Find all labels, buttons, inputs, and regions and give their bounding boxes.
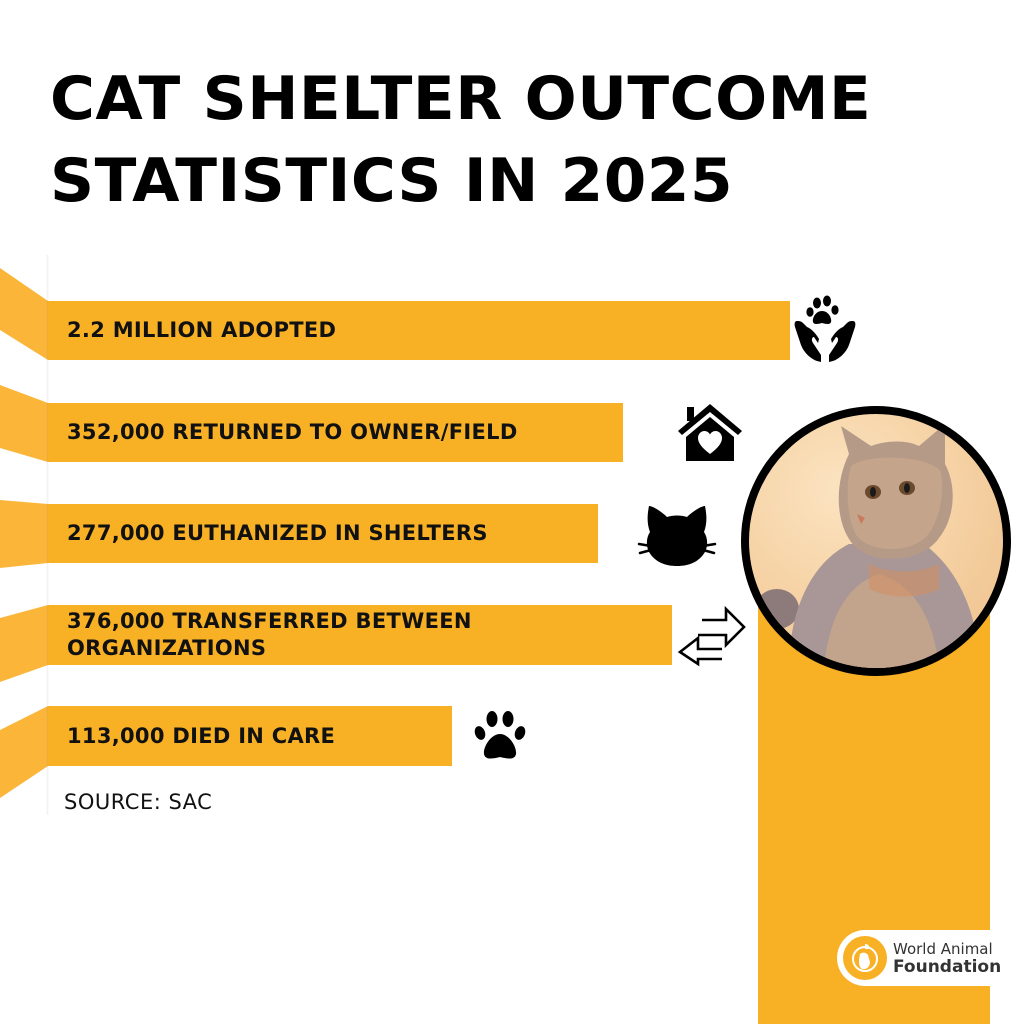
source-note: SOURCE: SAC — [64, 790, 213, 814]
cat-illustration — [755, 424, 979, 668]
world-animal-foundation-logo[interactable]: World Animal Foundation — [837, 930, 1005, 986]
bar-transferred: 376,000 TRANSFERRED BETWEEN ORGANIZATION… — [48, 605, 672, 665]
house-heart-icon — [678, 404, 742, 461]
bar-label: 352,000 RETURNED TO OWNER/FIELD — [67, 420, 518, 444]
logo-line-1: World Animal — [893, 940, 993, 958]
ribbon-tail-5 — [0, 706, 48, 798]
title-line-1: CAT SHELTER OUTCOME — [50, 64, 872, 134]
ribbon-tail-1 — [0, 268, 48, 360]
bar-label: 2.2 MILLION ADOPTED — [67, 318, 337, 342]
paw-print-icon — [474, 711, 526, 759]
ribbon-tail-3 — [0, 500, 48, 568]
bar-label: 113,000 DIED IN CARE — [67, 723, 336, 748]
ribbon-tail-4 — [0, 605, 48, 682]
animal-silhouette-icon — [843, 936, 887, 980]
cat-face-icon — [637, 506, 717, 566]
bar-died: 113,000 DIED IN CARE — [48, 706, 452, 766]
bar-label: 376,000 TRANSFERRED BETWEEN ORGANIZATION… — [67, 609, 472, 660]
fold-shadow — [46, 255, 49, 815]
page-title: CAT SHELTER OUTCOME STATISTICS IN 2025 — [50, 58, 871, 222]
bar-returned: 352,000 RETURNED TO OWNER/FIELD — [48, 403, 623, 462]
title-line-2: STATISTICS IN 2025 — [50, 146, 734, 216]
bar-adopted: 2.2 MILLION ADOPTED — [48, 301, 790, 360]
transfer-arrows-icon — [677, 605, 746, 667]
paw-in-hands-icon — [794, 295, 856, 362]
bar-label: 277,000 EUTHANIZED IN SHELTERS — [67, 521, 488, 545]
logo-line-2: Foundation — [893, 957, 1002, 977]
cat-photo — [741, 406, 1011, 676]
ribbon-tail-2 — [0, 385, 48, 462]
bar-euthanized: 277,000 EUTHANIZED IN SHELTERS — [48, 504, 598, 563]
logo-text: World Animal Foundation — [893, 940, 1001, 976]
